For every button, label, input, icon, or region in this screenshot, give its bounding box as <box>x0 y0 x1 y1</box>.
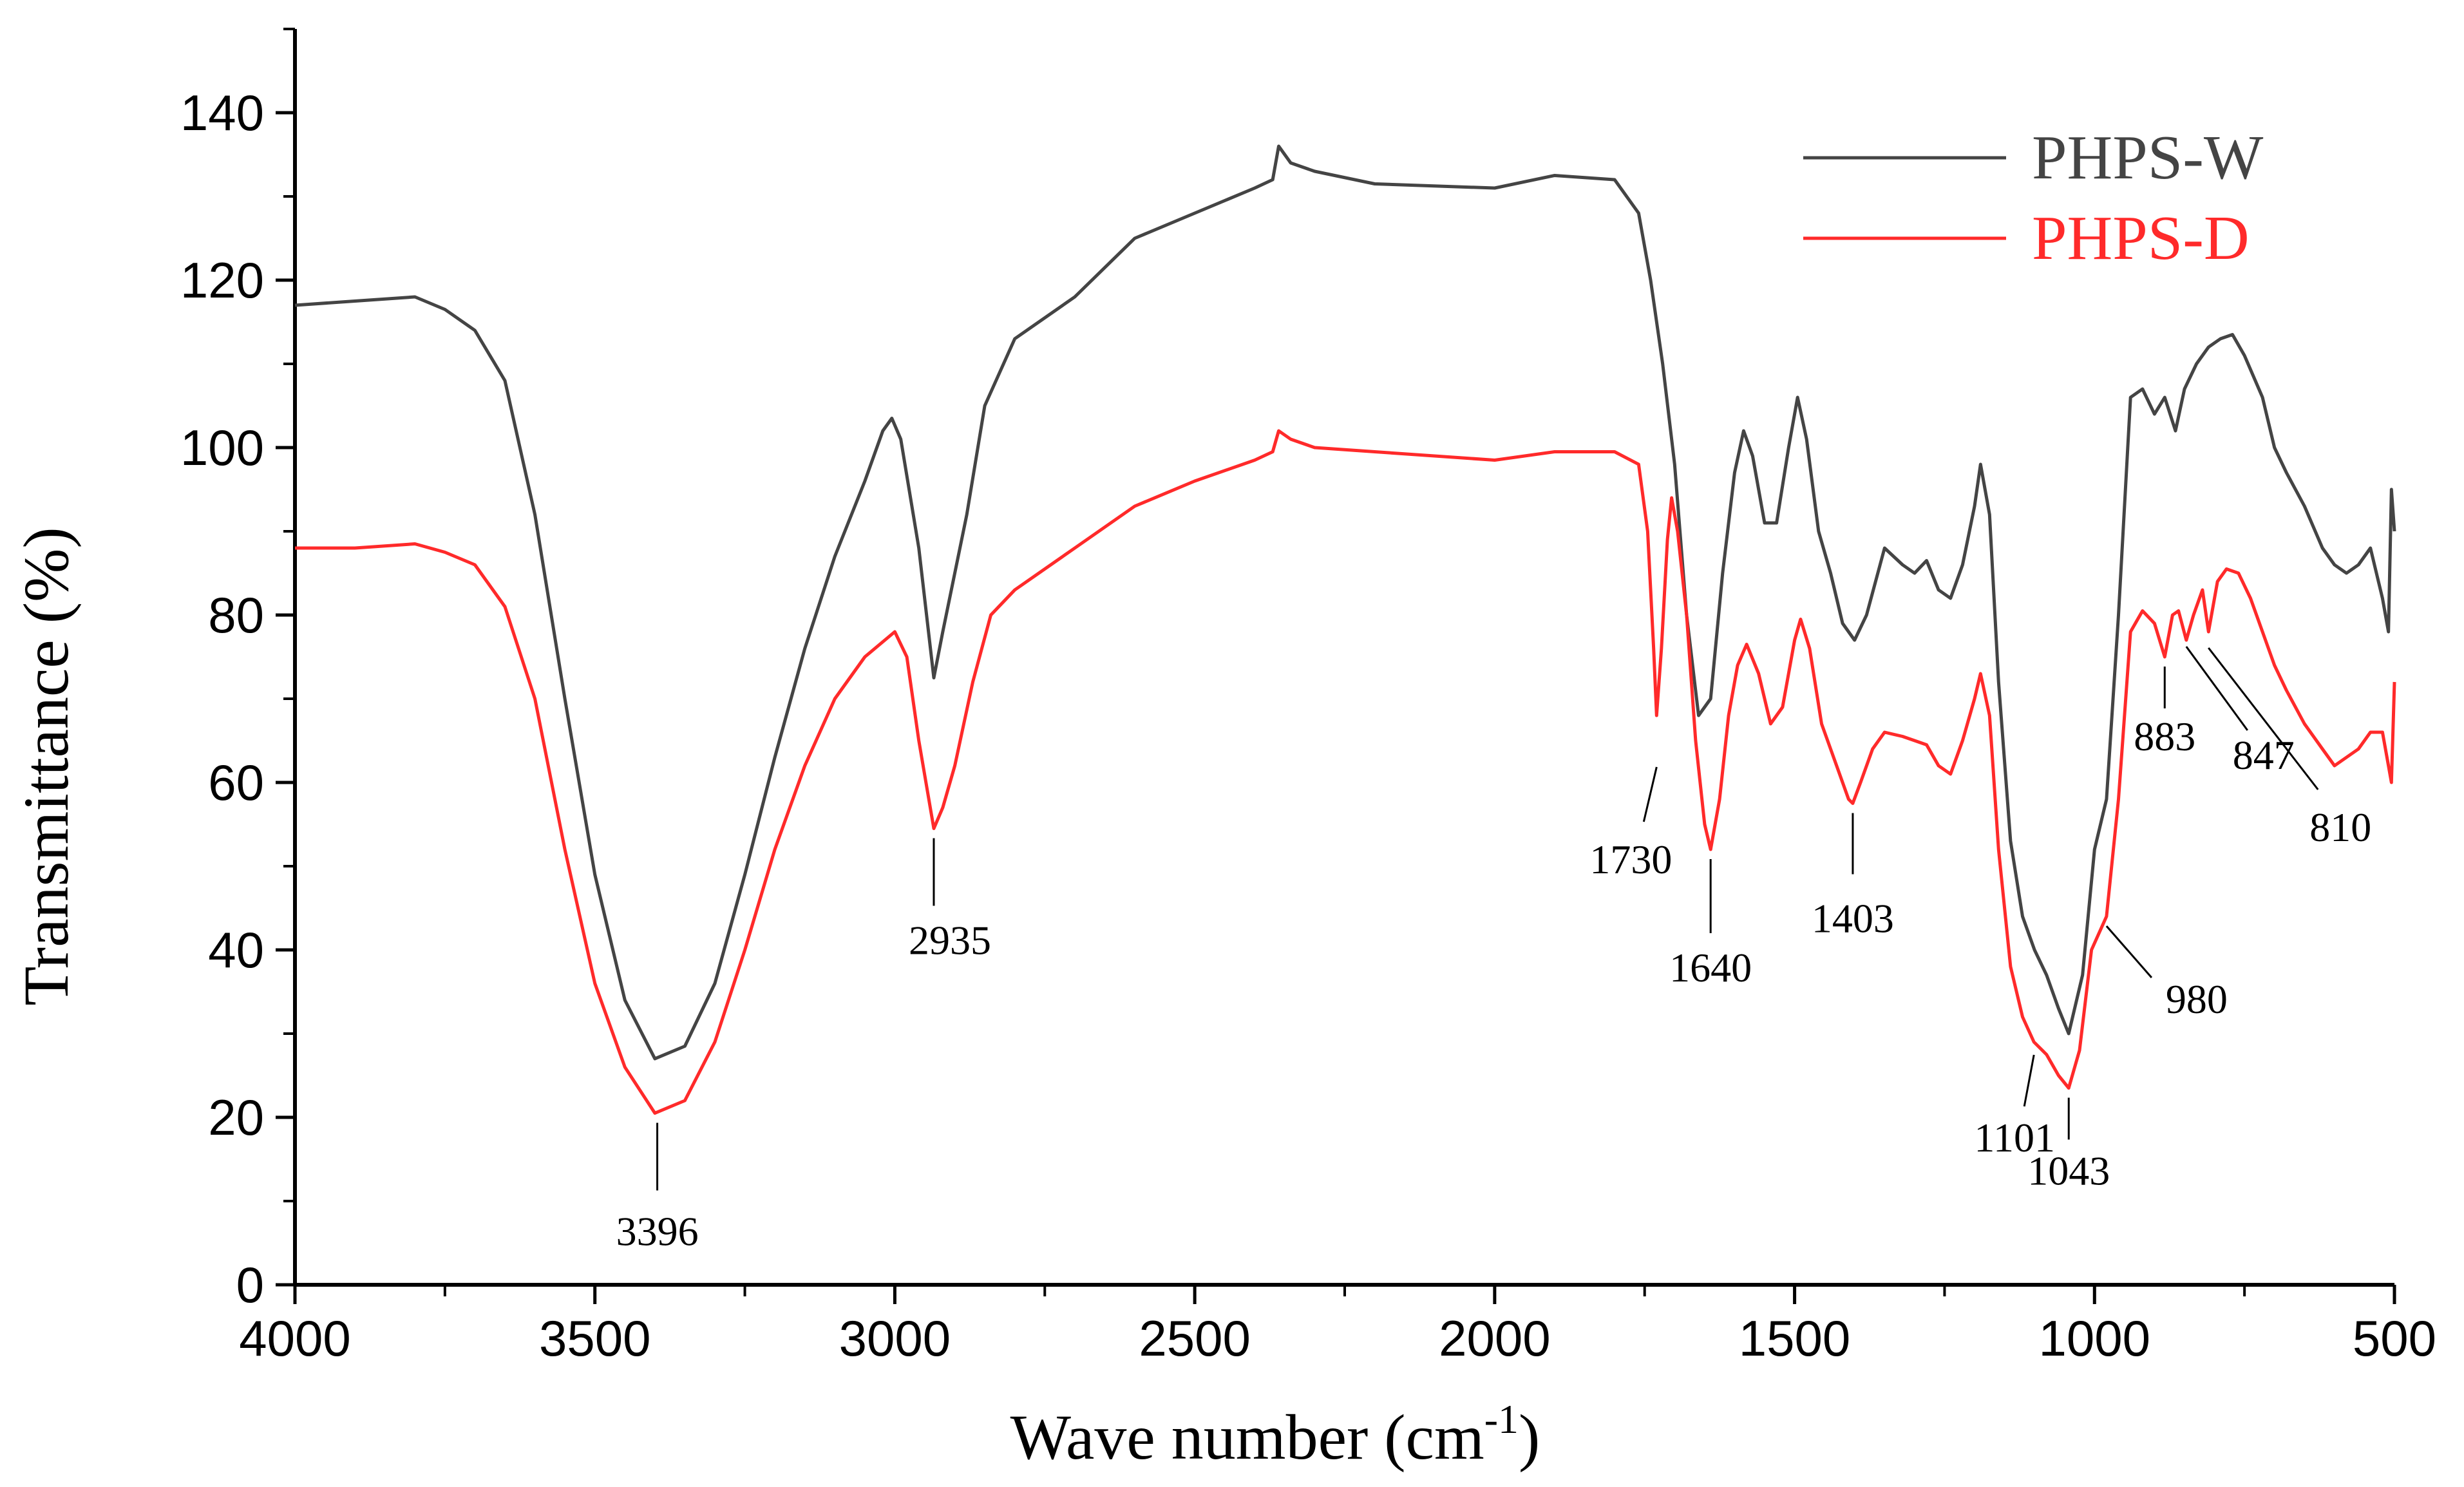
y-tick-label-100: 100 <box>180 419 264 476</box>
x-tick-label-3000: 3000 <box>839 1310 951 1367</box>
annotation-label-1730: 1730 <box>1589 837 1672 882</box>
x-tick-label-2000: 2000 <box>1439 1310 1551 1367</box>
annotation-label-883: 883 <box>2134 714 2195 759</box>
y-tick-label-120: 120 <box>180 252 264 308</box>
annotation-label-847: 847 <box>2233 732 2295 778</box>
x-axis-label-close: ) <box>1519 1401 1540 1473</box>
annotation-line-1101 <box>2023 1054 2035 1107</box>
annotation-label-980: 980 <box>2166 976 2228 1022</box>
y-tick-label-40: 40 <box>208 922 264 978</box>
x-axis-label-superscript: -1 <box>1484 1396 1519 1442</box>
annotation-line-810 <box>2208 647 2319 790</box>
annotation-label-2935: 2935 <box>909 918 991 963</box>
x-tick-label-500: 500 <box>2353 1310 2436 1367</box>
y-tick-label-80: 80 <box>208 587 264 643</box>
x-tick-label-1000: 1000 <box>2039 1310 2151 1367</box>
annotation-line-980 <box>2105 925 2153 978</box>
legend: PHPS-W PHPS-D <box>1803 123 2264 273</box>
legend-label-phps-w: PHPS-W <box>2032 123 2264 193</box>
x-tick-label-2500: 2500 <box>1139 1310 1251 1367</box>
series-line-phps-d <box>295 429 2396 1115</box>
annotation-label-1043: 1043 <box>2027 1148 2110 1194</box>
series-group <box>294 144 2396 1115</box>
y-axis-label: Transmittance (%) <box>10 527 82 1005</box>
x-tick-label-1500: 1500 <box>1739 1310 1851 1367</box>
x-tick-label-4000: 4000 <box>239 1310 351 1367</box>
x-tick-label-3500: 3500 <box>539 1310 651 1367</box>
y-tick-label-0: 0 <box>236 1256 264 1313</box>
annotation-line-1730 <box>1642 766 1658 822</box>
annotation-label-810: 810 <box>2309 804 2371 850</box>
annotation-line-847 <box>2185 646 2249 731</box>
series-line-phps-w <box>294 144 2396 1061</box>
ticks: 4000 3500 3000 2500 2000 1500 1000 500 0 20 40 60 80… <box>180 28 2436 1367</box>
x-axis-label-main: Wave number (cm <box>1010 1401 1484 1473</box>
legend-label-phps-d: PHPS-D <box>2032 204 2250 273</box>
annotation-label-1403: 1403 <box>1812 896 1894 942</box>
y-tick-label-60: 60 <box>208 754 264 811</box>
y-tick-label-140: 140 <box>180 84 264 141</box>
annotation-label-3396: 3396 <box>616 1209 699 1255</box>
annotation-label-1101: 1101 <box>1974 1115 2055 1160</box>
annotation-label-1640: 1640 <box>1669 945 1752 990</box>
y-tick-label-20: 20 <box>208 1089 264 1146</box>
x-axis-label: Wave number (cm-1) <box>1010 1396 1540 1473</box>
